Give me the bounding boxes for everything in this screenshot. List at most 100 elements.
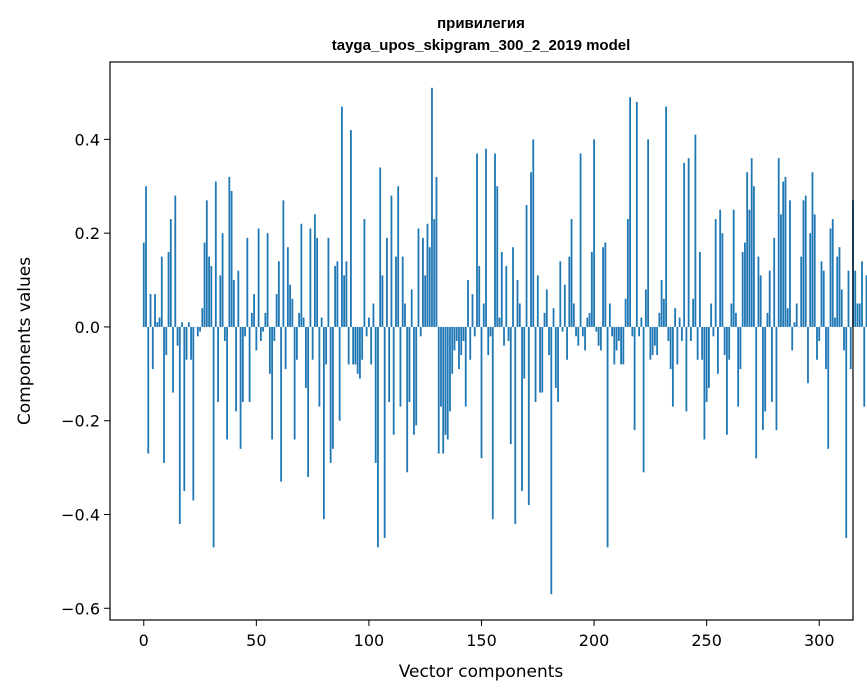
bar-300	[818, 326, 821, 341]
bar-199	[590, 251, 593, 327]
bar-279	[771, 326, 773, 402]
bar-103	[374, 326, 377, 463]
bar-186	[561, 326, 564, 332]
bar-172	[530, 172, 532, 327]
bar-226	[651, 326, 654, 356]
bar-4	[151, 326, 154, 370]
bar-216	[629, 97, 631, 327]
bar-42	[237, 270, 240, 327]
bar-50	[255, 326, 258, 351]
y-tick-label: −0.2	[61, 412, 100, 431]
bar-49	[253, 294, 255, 327]
bar-148	[476, 153, 478, 327]
bar-47	[248, 326, 251, 402]
bar-244	[692, 298, 695, 327]
bar-237	[676, 326, 679, 365]
bar-204	[602, 247, 604, 327]
bar-82	[327, 237, 330, 327]
bar-180	[548, 326, 550, 356]
bar-259	[726, 326, 728, 435]
bar-301	[820, 261, 823, 327]
bar-258	[723, 326, 726, 356]
bar-296	[809, 233, 812, 327]
bar-136	[449, 326, 451, 412]
bar-106	[381, 275, 384, 327]
bar-289	[793, 322, 796, 327]
bar-184	[557, 326, 559, 402]
bar-261	[730, 303, 733, 327]
bar-117	[406, 326, 409, 473]
bar-233	[667, 326, 670, 341]
bar-303	[825, 326, 827, 370]
bar-71	[302, 317, 305, 327]
bar-174	[534, 326, 537, 402]
bar-34	[219, 275, 222, 327]
bar-120	[413, 326, 415, 435]
bar-3	[149, 294, 152, 327]
bar-254	[714, 219, 717, 327]
bar-285	[784, 176, 787, 327]
bar-158	[498, 317, 501, 327]
bar-25	[199, 326, 201, 332]
bar-11	[167, 251, 170, 327]
bar-57	[271, 326, 274, 440]
bar-310	[840, 289, 843, 327]
bar-102	[372, 303, 375, 327]
bar-299	[816, 326, 818, 360]
bar-125	[424, 275, 427, 327]
bar-195	[581, 326, 584, 337]
bar-26	[201, 308, 204, 327]
bar-40	[232, 280, 235, 327]
bar-16	[178, 326, 181, 524]
bar-187	[563, 284, 566, 327]
bar-76	[313, 214, 316, 327]
bar-229	[658, 312, 661, 327]
bar-96	[359, 326, 361, 379]
bar-37	[226, 326, 228, 440]
bar-20	[187, 322, 190, 327]
bar-143	[464, 326, 467, 407]
bar-29	[208, 256, 210, 327]
bar-121	[415, 326, 418, 426]
bar-134	[444, 326, 447, 435]
bar-140	[458, 326, 460, 370]
bar-200	[593, 139, 595, 327]
bar-7	[158, 317, 161, 327]
bar-56	[268, 326, 271, 374]
bar-288	[791, 326, 794, 351]
bar-298	[813, 214, 816, 327]
bar-240	[683, 162, 686, 327]
bar-218	[633, 326, 636, 431]
bar-269	[748, 209, 751, 327]
bar-255	[717, 326, 719, 374]
bar-234	[669, 326, 672, 370]
bar-319	[861, 261, 863, 327]
bar-163	[509, 326, 512, 445]
bar-317	[856, 303, 859, 327]
bar-213	[622, 326, 625, 365]
bar-33	[217, 326, 219, 402]
bar-17	[181, 322, 183, 327]
bar-149	[478, 265, 481, 327]
bar-165	[514, 326, 517, 524]
bar-101	[370, 326, 373, 365]
bar-196	[584, 326, 586, 351]
bar-276	[764, 326, 767, 412]
x-tick-label: 100	[354, 631, 385, 650]
x-axis-ticks: 0 50 100 150 200 250 300	[139, 620, 835, 650]
bar-18	[183, 326, 186, 492]
bar-313	[847, 270, 850, 327]
bar-39	[230, 190, 233, 327]
bar-267	[744, 242, 746, 327]
bar-144	[467, 280, 469, 327]
bar-311	[843, 326, 845, 351]
bar-232	[665, 106, 668, 327]
bar-90	[345, 261, 348, 327]
bar-66	[291, 298, 294, 327]
bar-212	[620, 326, 622, 365]
bar-161	[505, 265, 508, 327]
bar-265	[739, 326, 742, 370]
bars-group	[142, 87, 867, 595]
bar-264	[737, 326, 740, 407]
bar-262	[732, 209, 735, 327]
